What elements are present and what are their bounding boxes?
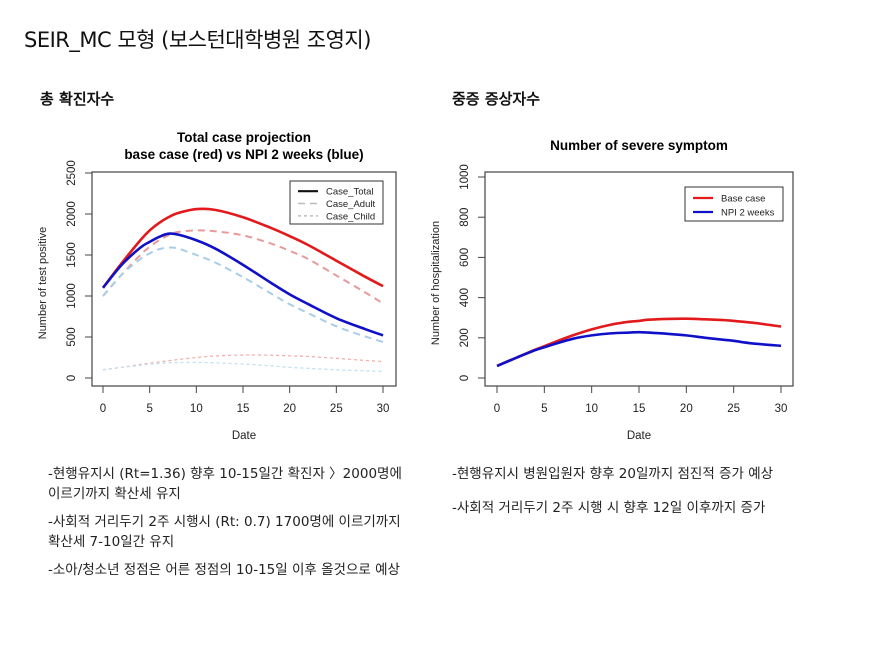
- y-tick-label: 200: [459, 328, 471, 347]
- x-tick-label: 15: [633, 403, 646, 415]
- plot-frame: [91, 171, 397, 387]
- chart-title: Total case projection: [177, 130, 311, 145]
- series-line-npi-2-weeks-adult: [102, 246, 384, 343]
- x-tick-label: 10: [190, 403, 203, 415]
- legend-box: [684, 186, 784, 222]
- legend-label: Base case: [721, 194, 765, 205]
- legend-label: Case_Adult: [326, 199, 375, 210]
- y-axis-label: Number of hospitalization: [430, 221, 442, 345]
- x-tick-label: 0: [494, 403, 500, 415]
- x-tick-label: 25: [727, 403, 740, 415]
- series-line-npi-2-weeks: [496, 330, 782, 368]
- left-note: -사회적 거리두기 2주 시행시 (Rt: 0.7) 1700명에 이르기까지 …: [48, 514, 401, 550]
- series-line-base-case-total: [101, 207, 384, 289]
- y-tick-label: 400: [459, 288, 471, 307]
- total-case-chart: Total case projection base case (red) vs …: [37, 130, 397, 442]
- x-tick-label: 30: [775, 403, 788, 415]
- x-tick-label: 20: [283, 403, 296, 415]
- legend-box: [289, 180, 384, 225]
- x-tick-label: 5: [541, 403, 547, 415]
- x-tick-label: 15: [237, 403, 250, 415]
- series-line-npi-2-weeks-total: [101, 232, 384, 337]
- y-tick-label: 600: [459, 248, 471, 267]
- chart-subtitle: base case (red) vs NPI 2 weeks (blue): [124, 147, 363, 162]
- x-tick-label: 5: [146, 403, 152, 415]
- x-tick-label: 20: [680, 403, 693, 415]
- y-axis-label: Number of test positive: [37, 227, 49, 340]
- left-note: -현행유지시 (Rt=1.36) 향후 10-15일간 확진자 〉2000명에 …: [48, 466, 402, 502]
- x-axis-label: Date: [627, 430, 651, 442]
- y-tick-label: 500: [66, 327, 78, 346]
- x-tick-label: 0: [100, 403, 106, 415]
- x-axis-label: Date: [232, 430, 256, 442]
- left-notes: -현행유지시 (Rt=1.36) 향후 10-15일간 확진자 〉2000명에 …: [48, 464, 408, 588]
- x-tick-label: 30: [377, 403, 390, 415]
- y-tick-label: 2000: [66, 201, 78, 227]
- series-line-npi-2-weeks-child: [102, 361, 384, 373]
- x-tick-label: 25: [330, 403, 343, 415]
- y-tick-label: 1500: [66, 242, 78, 268]
- legend-label: NPI 2 weeks: [721, 208, 775, 219]
- x-tick-label: 10: [585, 403, 598, 415]
- y-tick-label: 0: [66, 375, 78, 381]
- y-tick-label: 1000: [66, 283, 78, 309]
- right-notes: -현행유지시 병원입원자 향후 20일까지 점진적 증가 예상 -사회적 거리두…: [452, 464, 832, 526]
- left-section-heading: 총 확진자수: [40, 90, 115, 108]
- legend-label: Case_Total: [326, 187, 374, 198]
- severe-symptom-chart: Number of severe symptom 0 5 10 15 20 25 30 0 200…: [430, 138, 794, 442]
- page-title: SEIR_MC 모형 (보스턴대학병원 조영지): [24, 28, 371, 52]
- y-tick-label: 2500: [66, 160, 78, 186]
- y-tick-label: 800: [459, 208, 471, 227]
- left-note: -소아/청소년 정점은 어른 정점의 10-15일 이후 올것으로 예상: [48, 562, 400, 578]
- right-section-heading: 중증 증상자수: [452, 90, 541, 108]
- chart-title: Number of severe symptom: [550, 138, 728, 153]
- y-tick-label: 1000: [459, 164, 471, 190]
- y-tick-label: 0: [459, 375, 471, 381]
- series-line-base-case-adult: [102, 229, 384, 305]
- right-note: -현행유지시 병원입원자 향후 20일까지 점진적 증가 예상: [452, 466, 774, 482]
- legend-label: Case_Child: [326, 211, 375, 222]
- series-line-base-case-child: [102, 354, 384, 371]
- right-note: -사회적 거리두기 2주 시행 시 향후 12일 이후까지 증가: [452, 500, 766, 516]
